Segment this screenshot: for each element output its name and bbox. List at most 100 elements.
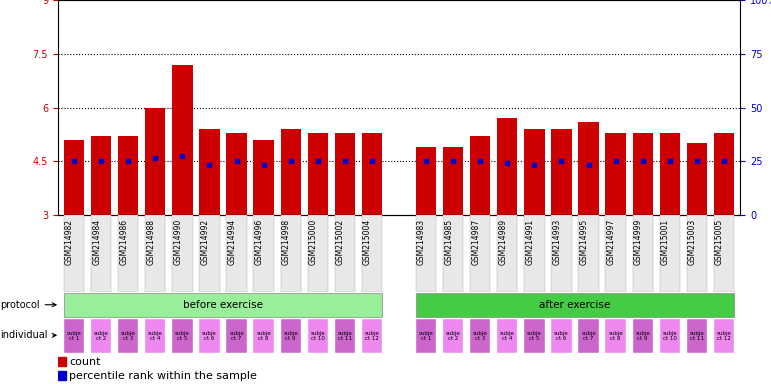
- Text: subje
ct 3: subje ct 3: [121, 331, 136, 341]
- Bar: [470, 215, 490, 292]
- Bar: [524, 129, 544, 215]
- Text: subje
ct 9: subje ct 9: [283, 331, 298, 341]
- Bar: [335, 319, 355, 353]
- Bar: [470, 136, 490, 215]
- Text: GSM215005: GSM215005: [715, 219, 724, 265]
- Text: subje
ct 5: subje ct 5: [175, 331, 190, 341]
- Text: GSM214997: GSM214997: [607, 219, 615, 265]
- Bar: [281, 129, 301, 215]
- Text: GSM215001: GSM215001: [661, 219, 670, 265]
- Bar: [91, 136, 111, 215]
- Text: subje
ct 10: subje ct 10: [311, 331, 325, 341]
- Bar: [416, 319, 436, 353]
- Text: subje
ct 11: subje ct 11: [338, 331, 352, 341]
- Bar: [578, 122, 599, 215]
- Bar: [551, 215, 571, 292]
- Bar: [605, 132, 626, 215]
- Bar: [227, 215, 247, 292]
- Bar: [58, 357, 66, 366]
- Bar: [227, 132, 247, 215]
- Text: subje
ct 11: subje ct 11: [689, 331, 704, 341]
- Text: GSM214995: GSM214995: [580, 219, 588, 265]
- Bar: [64, 319, 84, 353]
- Bar: [199, 215, 220, 292]
- Bar: [443, 319, 463, 353]
- Text: subje
ct 6: subje ct 6: [554, 331, 569, 341]
- Text: subje
ct 4: subje ct 4: [148, 331, 163, 341]
- Text: GSM214993: GSM214993: [553, 219, 561, 265]
- Bar: [308, 132, 328, 215]
- Bar: [145, 215, 166, 292]
- Bar: [605, 215, 626, 292]
- Bar: [714, 319, 734, 353]
- Bar: [335, 132, 355, 215]
- Text: GSM214987: GSM214987: [471, 219, 480, 265]
- Text: subje
ct 9: subje ct 9: [635, 331, 650, 341]
- Text: GSM214989: GSM214989: [498, 219, 507, 265]
- Bar: [524, 215, 544, 292]
- Bar: [443, 215, 463, 292]
- Bar: [416, 147, 436, 215]
- Text: GSM215003: GSM215003: [688, 219, 697, 265]
- Bar: [308, 319, 328, 353]
- Bar: [497, 215, 517, 292]
- Bar: [362, 215, 382, 292]
- Bar: [578, 319, 599, 353]
- Text: GSM214991: GSM214991: [525, 219, 534, 265]
- Text: GSM214994: GSM214994: [227, 219, 237, 265]
- Text: individual: individual: [0, 330, 56, 340]
- Text: subje
ct 2: subje ct 2: [446, 331, 460, 341]
- Bar: [632, 132, 653, 215]
- Text: subje
ct 7: subje ct 7: [581, 331, 596, 341]
- Text: subje
ct 8: subje ct 8: [608, 331, 623, 341]
- Bar: [416, 293, 734, 317]
- Text: GSM214985: GSM214985: [444, 219, 453, 265]
- Bar: [227, 319, 247, 353]
- Bar: [281, 319, 301, 353]
- Bar: [632, 215, 653, 292]
- Bar: [416, 215, 436, 292]
- Bar: [254, 140, 274, 215]
- Bar: [172, 65, 193, 215]
- Bar: [714, 215, 734, 292]
- Text: GSM214998: GSM214998: [281, 219, 291, 265]
- Bar: [64, 293, 382, 317]
- Bar: [362, 319, 382, 353]
- Bar: [335, 215, 355, 292]
- Text: subje
ct 3: subje ct 3: [473, 331, 487, 341]
- Bar: [91, 215, 111, 292]
- Text: GSM214996: GSM214996: [254, 219, 264, 265]
- Text: subje
ct 8: subje ct 8: [256, 331, 271, 341]
- Bar: [118, 215, 138, 292]
- Text: GSM214983: GSM214983: [417, 219, 426, 265]
- Bar: [660, 132, 680, 215]
- Text: before exercise: before exercise: [183, 300, 263, 310]
- Text: subje
ct 6: subje ct 6: [202, 331, 217, 341]
- Text: GSM214992: GSM214992: [200, 219, 210, 265]
- Bar: [470, 319, 490, 353]
- Text: GSM214990: GSM214990: [173, 219, 183, 265]
- Bar: [443, 147, 463, 215]
- Bar: [254, 215, 274, 292]
- Bar: [199, 129, 220, 215]
- Bar: [578, 215, 599, 292]
- Bar: [281, 215, 301, 292]
- Bar: [118, 319, 138, 353]
- Text: subje
ct 7: subje ct 7: [229, 331, 244, 341]
- Bar: [254, 319, 274, 353]
- Bar: [497, 118, 517, 215]
- Bar: [362, 132, 382, 215]
- Bar: [605, 319, 626, 353]
- Bar: [91, 319, 111, 353]
- Text: GSM215002: GSM215002: [336, 219, 345, 265]
- Bar: [687, 215, 707, 292]
- Text: subje
ct 1: subje ct 1: [419, 331, 433, 341]
- Text: GSM214988: GSM214988: [146, 219, 155, 265]
- Text: protocol: protocol: [0, 300, 56, 310]
- Bar: [551, 129, 571, 215]
- Bar: [118, 136, 138, 215]
- Text: subje
ct 2: subje ct 2: [94, 331, 109, 341]
- Bar: [524, 319, 544, 353]
- Text: subje
ct 10: subje ct 10: [662, 331, 677, 341]
- Bar: [632, 319, 653, 353]
